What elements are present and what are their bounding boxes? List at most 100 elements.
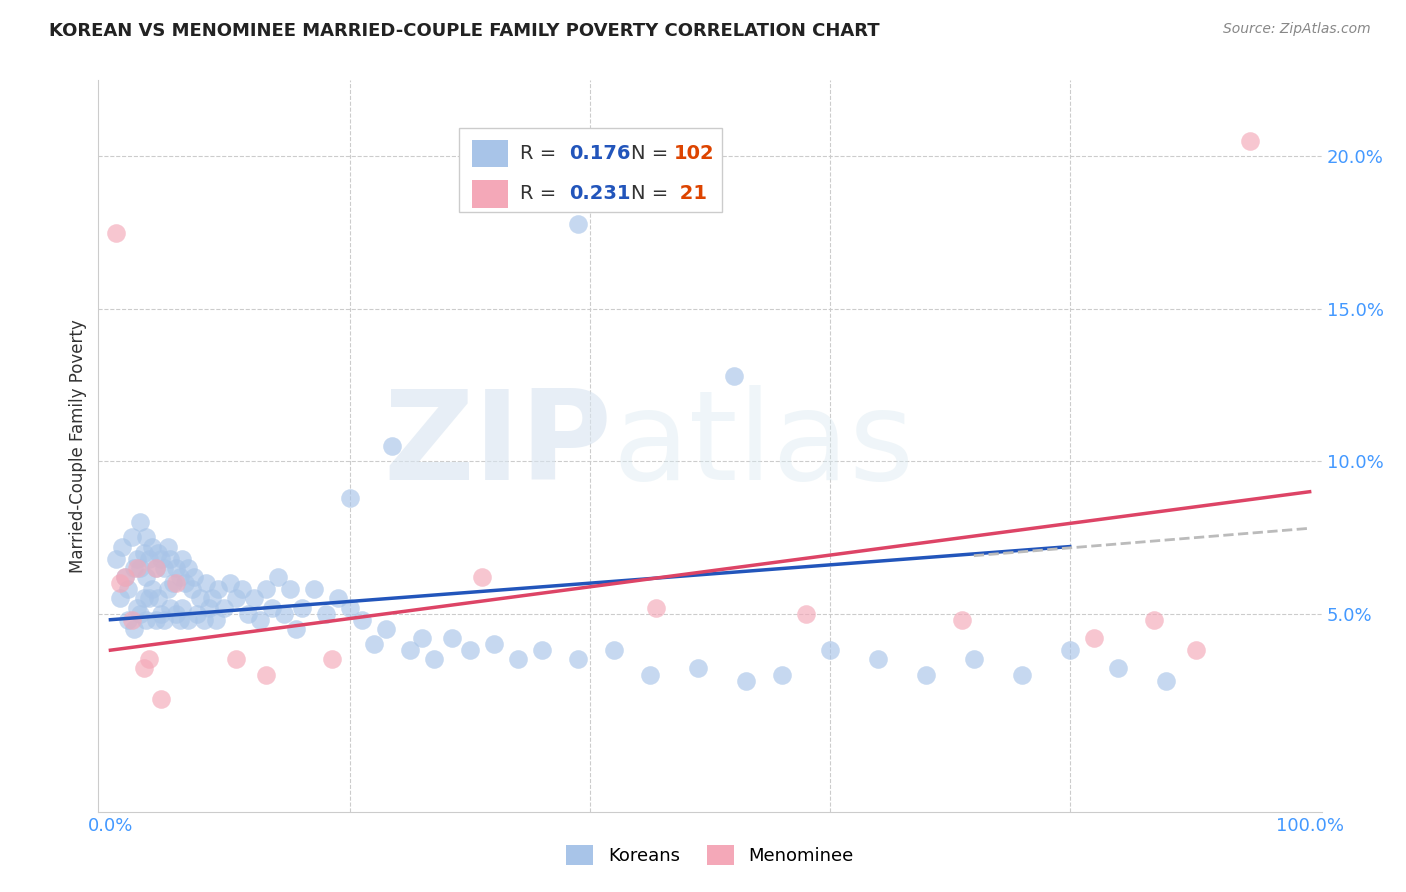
Point (145, 613, 167, 627)
Point (129, 561, 152, 575)
Point (108, 591, 131, 606)
Point (1059, 643, 1081, 657)
Point (135, 613, 157, 627)
Text: R =: R = (520, 144, 562, 163)
Point (165, 607, 187, 621)
Point (162, 576, 184, 591)
Point (1239, 134, 1261, 148)
Text: N =: N = (630, 144, 673, 163)
Point (278, 582, 301, 597)
Point (138, 551, 160, 566)
Point (375, 622, 398, 636)
Point (114, 570, 136, 584)
Point (132, 546, 155, 560)
Point (124, 561, 146, 575)
Point (159, 551, 181, 566)
Point (141, 540, 163, 554)
Y-axis label: Married-Couple Family Poverty: Married-Couple Family Poverty (69, 319, 87, 573)
Point (205, 613, 228, 627)
Point (645, 600, 668, 615)
Point (132, 591, 155, 606)
Point (153, 613, 176, 627)
Point (193, 613, 215, 627)
Point (381, 439, 404, 453)
Text: 21: 21 (673, 184, 707, 203)
Point (188, 591, 211, 606)
Point (1083, 631, 1105, 645)
Point (254, 582, 277, 597)
FancyBboxPatch shape (471, 180, 508, 208)
Point (169, 613, 191, 627)
Point (225, 652, 247, 666)
Point (304, 582, 326, 597)
Point (129, 607, 152, 621)
Point (195, 576, 218, 591)
Point (201, 591, 224, 606)
Point (105, 551, 128, 566)
Point (181, 582, 204, 597)
Text: Source: ZipAtlas.com: Source: ZipAtlas.com (1223, 22, 1371, 37)
Point (149, 692, 172, 706)
Point (866, 652, 889, 666)
Text: 0.231: 0.231 (569, 184, 631, 203)
Text: 102: 102 (673, 144, 714, 163)
Point (321, 652, 343, 666)
Point (243, 591, 266, 606)
Point (508, 652, 530, 666)
Point (125, 561, 148, 575)
Point (165, 576, 187, 591)
Point (399, 643, 422, 657)
Point (156, 540, 179, 554)
Point (141, 582, 163, 597)
Point (149, 551, 172, 566)
Point (225, 591, 247, 606)
Point (770, 667, 793, 681)
Point (315, 607, 337, 621)
Point (339, 600, 361, 615)
Point (1143, 613, 1166, 627)
Point (173, 576, 195, 591)
Point (1184, 643, 1206, 657)
Point (531, 643, 554, 657)
Point (177, 561, 200, 575)
Point (231, 582, 253, 597)
Legend: Koreans, Menominee: Koreans, Menominee (560, 838, 860, 872)
Point (794, 607, 817, 621)
Point (153, 561, 176, 575)
Point (567, 652, 589, 666)
Point (165, 561, 187, 575)
Point (156, 582, 179, 597)
Text: 0.176: 0.176 (569, 144, 631, 163)
Text: ZIP: ZIP (384, 385, 612, 507)
Point (207, 582, 229, 597)
Point (915, 667, 938, 681)
Point (458, 643, 481, 657)
Point (603, 643, 626, 657)
FancyBboxPatch shape (460, 128, 723, 212)
Point (129, 515, 152, 529)
Text: KOREAN VS MENOMINEE MARRIED-COUPLE FAMILY POVERTY CORRELATION CHART: KOREAN VS MENOMINEE MARRIED-COUPLE FAMIL… (49, 22, 880, 40)
Point (177, 613, 200, 627)
Point (482, 637, 505, 651)
Point (135, 570, 157, 584)
Point (723, 368, 745, 383)
Text: N =: N = (630, 184, 673, 203)
Point (567, 217, 589, 231)
Point (471, 570, 494, 584)
Text: atlas: atlas (612, 385, 914, 507)
Text: R =: R = (520, 184, 562, 203)
Point (145, 561, 167, 575)
Point (267, 570, 290, 584)
Point (214, 600, 236, 615)
Point (262, 600, 284, 615)
Point (1011, 667, 1033, 681)
Point (638, 667, 661, 681)
Point (117, 582, 139, 597)
Point (124, 622, 146, 636)
Point (121, 530, 143, 544)
Point (963, 652, 986, 666)
Point (339, 491, 361, 505)
Point (291, 600, 314, 615)
Point (135, 530, 157, 544)
Point (197, 600, 219, 615)
